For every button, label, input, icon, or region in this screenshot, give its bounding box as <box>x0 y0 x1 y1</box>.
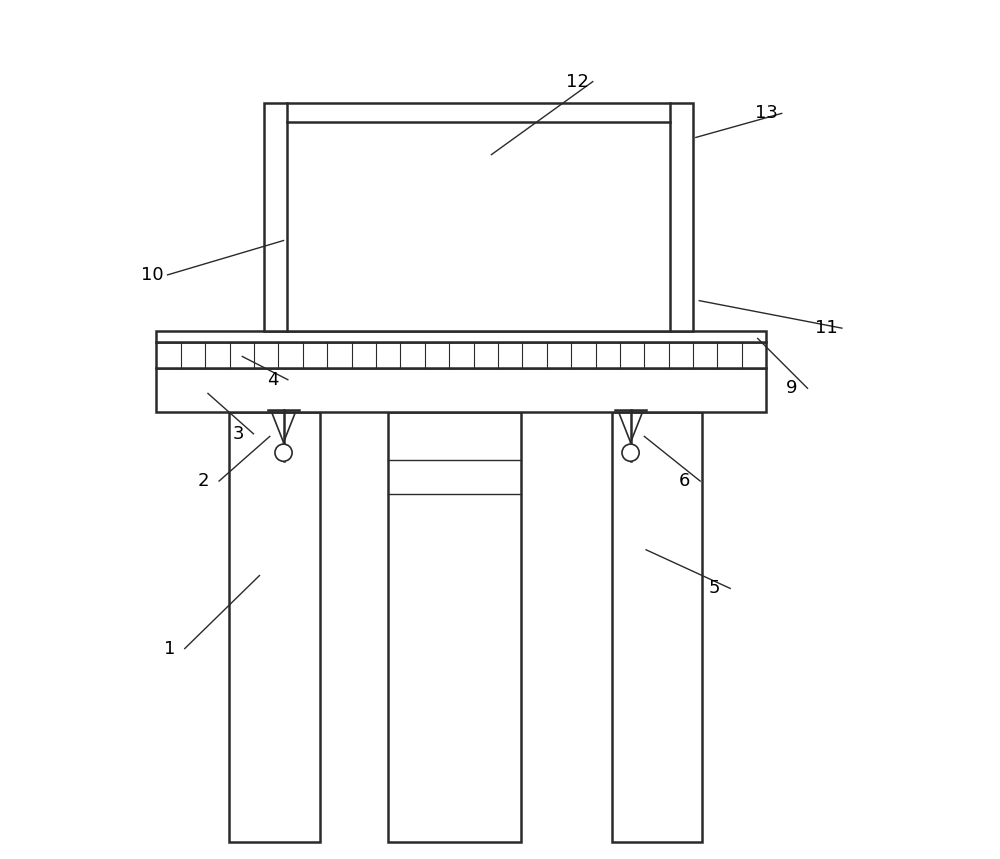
Text: 12: 12 <box>566 73 589 90</box>
Text: 10: 10 <box>141 266 163 283</box>
Bar <box>156 331 766 342</box>
Circle shape <box>275 444 292 461</box>
Bar <box>156 368 766 412</box>
Bar <box>612 412 702 842</box>
Bar <box>388 412 521 842</box>
Text: 4: 4 <box>267 371 278 388</box>
Text: 13: 13 <box>755 105 778 122</box>
Text: 5: 5 <box>709 580 720 597</box>
Text: 6: 6 <box>679 472 690 490</box>
Text: 2: 2 <box>198 472 209 490</box>
Bar <box>229 412 320 842</box>
Bar <box>264 103 693 331</box>
Text: 9: 9 <box>786 380 798 397</box>
Text: 3: 3 <box>232 425 244 442</box>
Circle shape <box>622 444 639 461</box>
Text: 1: 1 <box>164 640 175 657</box>
Bar <box>156 342 766 368</box>
Text: 11: 11 <box>815 320 838 337</box>
